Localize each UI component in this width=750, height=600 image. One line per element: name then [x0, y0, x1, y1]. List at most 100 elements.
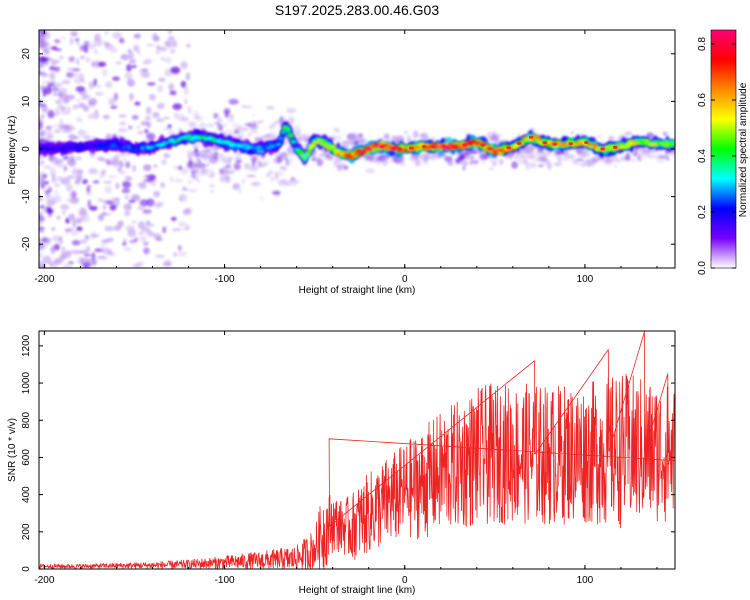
noise-speck — [104, 225, 114, 232]
ridge-blob — [487, 147, 495, 151]
noise-speck — [112, 76, 120, 81]
ridge-peak — [480, 143, 486, 147]
noise-speck — [121, 187, 131, 194]
noise-speck — [383, 133, 390, 140]
noise-speck — [209, 152, 216, 157]
noise-speck — [137, 221, 146, 230]
noise-speck — [335, 154, 339, 162]
noise-speck — [81, 216, 90, 223]
spectrogram-image — [39, 30, 675, 268]
ridge-blob — [241, 143, 250, 147]
noise-speck — [94, 248, 104, 252]
noise-speck — [146, 82, 156, 86]
noise-speck — [71, 240, 81, 246]
noise-speck — [272, 191, 281, 195]
noise-speck — [39, 211, 43, 217]
noise-speck — [82, 80, 86, 83]
noise-speck — [156, 48, 160, 55]
noise-speck — [163, 153, 170, 159]
ridge-peak — [409, 146, 414, 150]
noise-speck — [48, 188, 53, 192]
noise-speck — [110, 105, 118, 109]
noise-speck — [65, 217, 70, 224]
noise-speck — [88, 44, 95, 50]
noise-speck — [129, 93, 134, 101]
noise-speck — [251, 113, 256, 117]
noise-speck — [365, 155, 373, 160]
noise-speck — [46, 134, 54, 139]
noise-speck — [52, 93, 62, 96]
noise-speck — [145, 106, 152, 115]
noise-speck — [93, 49, 98, 54]
y-tick-label: 1200 — [21, 334, 32, 357]
noise-speck — [562, 157, 567, 162]
noise-speck — [412, 153, 422, 160]
noise-speck — [143, 164, 152, 172]
noise-speck — [98, 61, 107, 67]
noise-speck — [65, 109, 72, 115]
noise-speck — [146, 132, 156, 141]
noise-speck — [354, 140, 359, 145]
noise-speck — [238, 188, 242, 195]
ridge-blob — [287, 133, 295, 138]
noise-speck — [39, 85, 47, 89]
noise-speck — [186, 161, 196, 169]
noise-speck — [163, 116, 171, 120]
noise-speck — [658, 155, 668, 159]
noise-speck — [87, 199, 92, 208]
ridge-blob — [304, 150, 313, 156]
ridge-peak — [600, 147, 605, 151]
noise-speck — [67, 261, 74, 264]
y-tick-label: 600 — [21, 449, 32, 466]
noise-speck — [56, 176, 63, 181]
noise-speck — [50, 79, 56, 85]
noise-speck — [115, 61, 123, 65]
noise-speck — [105, 133, 112, 139]
noise-speck — [469, 158, 474, 164]
noise-speck — [219, 168, 224, 174]
noise-speck — [132, 263, 141, 268]
noise-speck — [146, 231, 155, 237]
noise-speck — [167, 124, 172, 129]
y-tick-label: 10 — [21, 95, 32, 107]
noise-speck — [371, 158, 379, 163]
noise-speck — [78, 250, 89, 254]
snr-y-label: SNR (10 * v/v) — [7, 418, 18, 482]
noise-speck — [209, 190, 215, 193]
noise-speck — [157, 84, 164, 93]
noise-speck — [333, 160, 339, 168]
noise-speck — [75, 86, 86, 93]
noise-speck — [199, 122, 207, 130]
noise-speck — [100, 243, 107, 247]
ridge-blob — [133, 149, 139, 152]
noise-speck — [51, 59, 57, 66]
noise-speck — [206, 123, 215, 127]
noise-speck — [183, 86, 189, 95]
noise-speck — [228, 130, 238, 136]
noise-speck — [72, 249, 81, 255]
noise-speck — [55, 99, 63, 105]
noise-speck — [317, 158, 322, 162]
noise-speck — [146, 121, 151, 129]
noise-speck — [104, 200, 114, 205]
noise-speck — [156, 201, 165, 207]
noise-speck — [251, 181, 261, 187]
noise-speck — [45, 62, 49, 65]
noise-speck — [219, 174, 226, 183]
noise-speck — [104, 81, 113, 89]
noise-speck — [124, 72, 133, 80]
noise-speck — [176, 113, 185, 122]
ridge-blob — [308, 143, 317, 148]
x-tick-label: 100 — [577, 274, 594, 285]
noise-speck — [83, 263, 89, 268]
noise-speck — [82, 179, 88, 184]
noise-speck — [59, 93, 68, 99]
noise-speck — [54, 190, 58, 195]
ridge-core — [39, 125, 675, 160]
noise-speck — [537, 164, 544, 167]
noise-speck — [57, 104, 62, 109]
noise-speck — [54, 129, 61, 134]
noise-speck — [72, 219, 77, 228]
noise-speck — [128, 58, 136, 64]
